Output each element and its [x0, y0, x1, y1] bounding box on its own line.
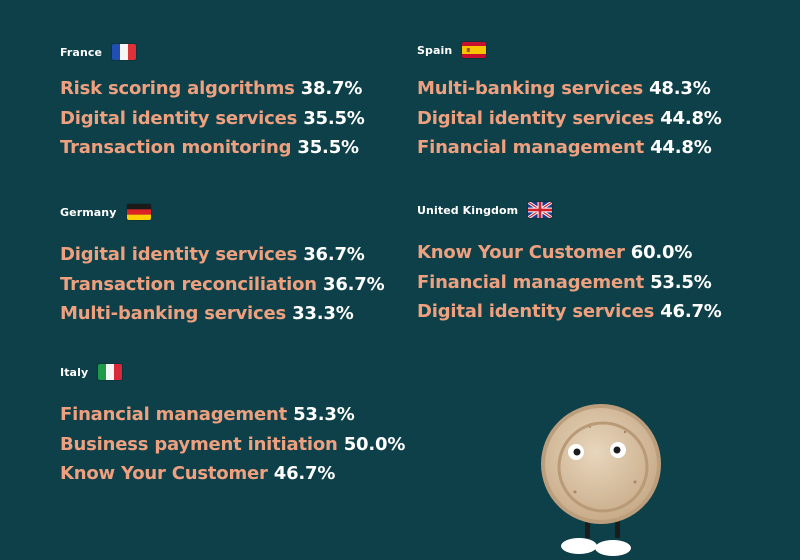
stat-item: Multi-banking services 33.3%	[60, 299, 384, 329]
stat-list: Digital identity services 36.7% Transact…	[60, 240, 385, 329]
stat-list: Multi-banking services 48.3% Digital ide…	[417, 74, 722, 163]
stat-value: 36.7%	[303, 244, 365, 265]
stat-value: 46.7%	[660, 301, 722, 322]
stat-label: Business payment initiation	[60, 433, 338, 455]
spain-flag-icon	[462, 42, 487, 58]
uk-flag-icon	[528, 202, 553, 218]
stat-item: Transaction reconciliation 36.7%	[60, 270, 385, 300]
stat-value: 38.7%	[300, 78, 363, 99]
stat-item: Financial management 53.3%	[60, 400, 405, 430]
italy-flag-icon	[98, 364, 123, 380]
stat-value: 35.5%	[297, 137, 359, 158]
stat-value: 44.8%	[650, 137, 712, 158]
country-name: United Kingdom	[417, 203, 519, 217]
country-name: Italy	[60, 365, 89, 379]
stat-item: Digital identity services 44.8%	[417, 104, 722, 134]
stat-item: Transaction monitoring 35.5%	[60, 133, 365, 163]
stat-label: Transaction monitoring	[60, 137, 292, 158]
stat-value: 33.3%	[292, 303, 354, 324]
country-name: France	[60, 45, 103, 59]
country-header: Italy	[60, 360, 405, 384]
stat-value: 35.5%	[303, 107, 365, 129]
stat-label: Risk scoring algorithms	[60, 78, 295, 99]
stat-value: 46.7%	[273, 463, 336, 484]
stat-item: Risk scoring algorithms 38.7%	[60, 74, 365, 104]
germany-flag-icon	[126, 204, 151, 220]
country-header: Spain	[417, 38, 722, 62]
stat-item: Financial management 44.8%	[417, 133, 722, 163]
stat-list: Financial management 53.3% Business paym…	[60, 400, 405, 489]
stat-label: Know Your Customer	[60, 463, 268, 484]
country-block-spain: Spain Multi-banking services 48.3% Digit…	[417, 38, 722, 163]
stat-label: Digital identity services	[60, 107, 298, 129]
country-block-italy: Italy Financial management 53.3% Busines…	[60, 360, 405, 489]
stat-label: Multi-banking services	[60, 303, 286, 324]
stat-value: 50.0%	[343, 433, 406, 455]
stat-label: Transaction reconciliation	[60, 273, 317, 295]
stat-list: Risk scoring algorithms 38.7% Digital id…	[60, 74, 365, 163]
stat-value: 44.8%	[660, 107, 722, 129]
stat-label: Multi-banking services	[417, 78, 643, 99]
stat-label: Know Your Customer	[417, 242, 625, 263]
stat-value: 53.3%	[293, 404, 355, 425]
stat-item: Know Your Customer 46.7%	[60, 459, 405, 489]
stat-label: Digital identity services	[60, 244, 298, 265]
country-block-france: France Risk scoring algorithms 38.7% Dig…	[60, 40, 365, 163]
country-name: Germany	[60, 205, 117, 219]
stat-item: Financial management 53.5%	[417, 268, 722, 298]
country-block-germany: Germany Digital identity services 36.7% …	[60, 200, 385, 329]
stat-item: Digital identity services 35.5%	[60, 104, 365, 134]
stat-label: Digital identity services	[417, 107, 655, 129]
stat-label: Financial management	[417, 271, 645, 293]
stat-label: Digital identity services	[417, 301, 655, 322]
country-header: United Kingdom	[417, 198, 722, 222]
country-header: Germany	[60, 200, 384, 224]
stat-item: Digital identity services 46.7%	[417, 297, 722, 327]
stat-value: 60.0%	[630, 242, 693, 263]
stat-item: Business payment initiation 50.0%	[60, 430, 405, 460]
stat-value: 36.7%	[323, 273, 385, 295]
country-block-united-kingdom: United Kingdom Know Your Customer 60.0% …	[417, 198, 722, 327]
stat-item: Multi-banking services 48.3%	[417, 74, 722, 104]
stat-item: Know Your Customer 60.0%	[417, 238, 722, 268]
stat-label: Financial management	[417, 137, 645, 158]
country-name: Spain	[417, 43, 453, 57]
stat-value: 53.5%	[650, 271, 712, 293]
stat-value: 48.3%	[649, 78, 711, 99]
stat-label: Financial management	[60, 404, 288, 425]
france-flag-icon	[112, 44, 137, 60]
stat-item: Digital identity services 36.7%	[60, 240, 384, 270]
country-header: France	[60, 40, 365, 64]
coin-character-icon	[535, 402, 665, 556]
stat-list: Know Your Customer 60.0% Financial manag…	[417, 238, 722, 327]
